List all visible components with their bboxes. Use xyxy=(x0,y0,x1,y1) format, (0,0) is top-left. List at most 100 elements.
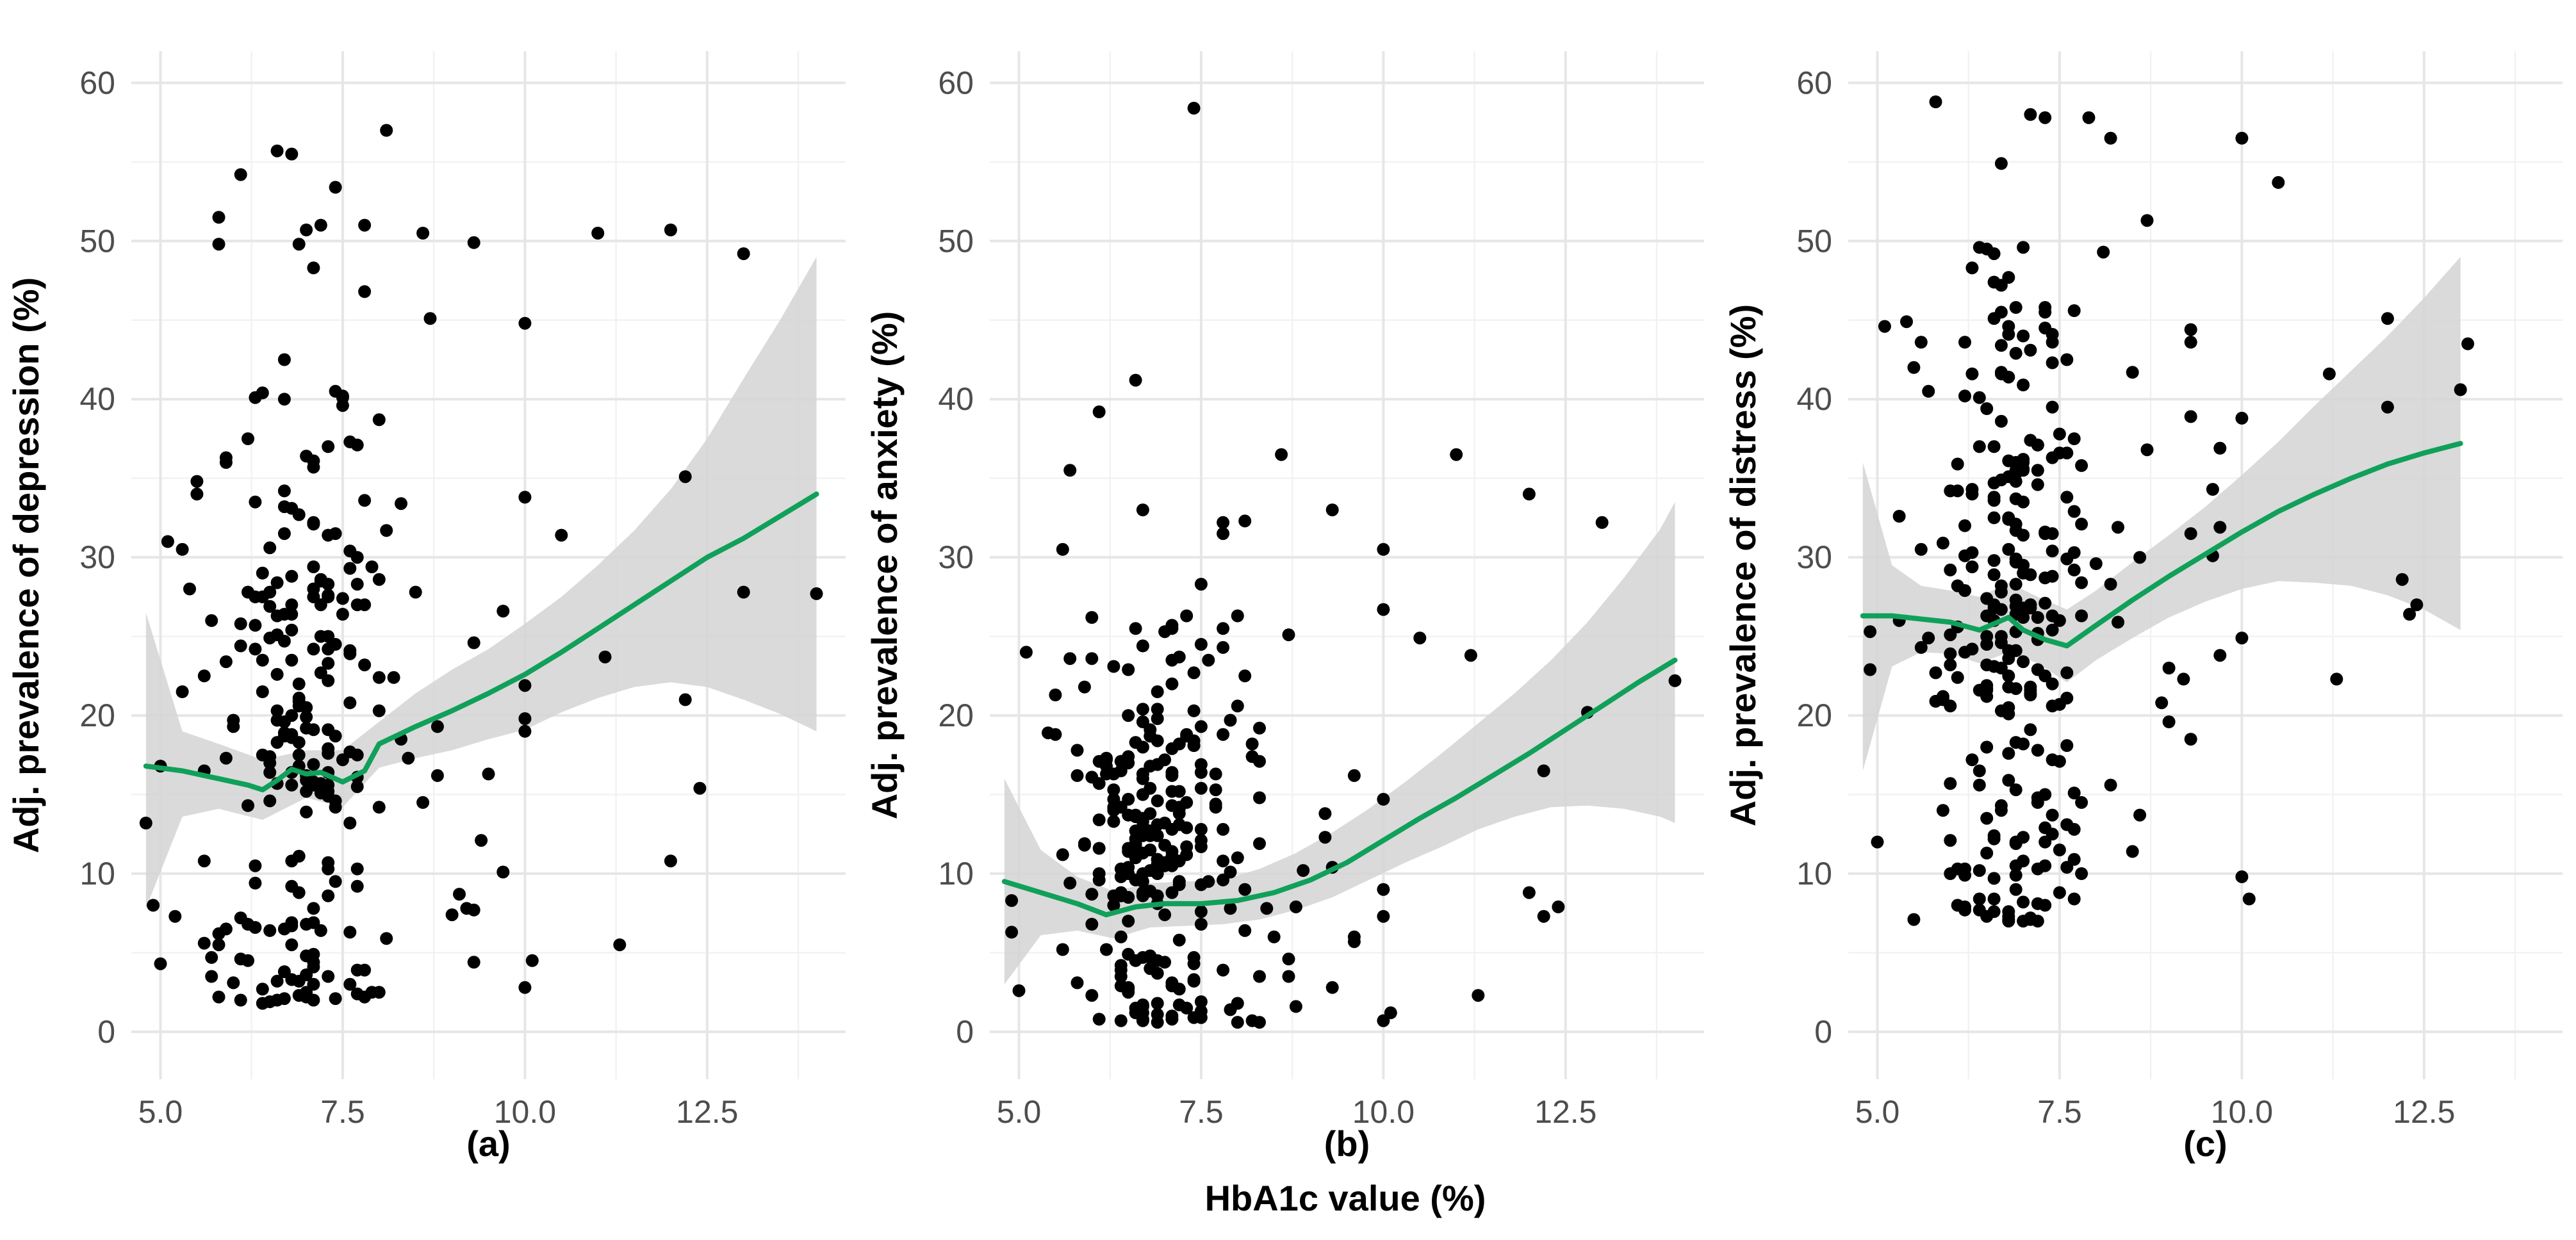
data-point xyxy=(1253,791,1266,804)
data-point xyxy=(2039,596,2052,610)
data-point xyxy=(2322,367,2336,380)
data-point xyxy=(1238,883,1252,896)
data-point xyxy=(1377,603,1390,616)
data-point xyxy=(300,710,313,724)
data-point xyxy=(1187,1011,1201,1024)
data-point xyxy=(2242,892,2256,906)
data-point xyxy=(380,124,393,137)
data-point xyxy=(1122,756,1135,770)
data-point xyxy=(1936,690,1949,703)
data-point xyxy=(1878,320,1891,333)
data-point xyxy=(1107,899,1120,912)
y-tick-label: 10 xyxy=(79,856,115,892)
data-point xyxy=(1092,1013,1106,1026)
data-point xyxy=(1042,726,1054,740)
data-point xyxy=(2133,551,2147,564)
data-point xyxy=(1049,689,1062,701)
data-point xyxy=(1922,384,1935,398)
data-point xyxy=(1871,835,1884,849)
data-point xyxy=(1005,926,1019,939)
data-point xyxy=(329,794,342,808)
panel-label-b: (b) xyxy=(1324,1123,1370,1164)
data-point xyxy=(300,721,313,735)
data-point xyxy=(2082,111,2096,124)
data-point xyxy=(1136,772,1149,785)
data-point xyxy=(1595,516,1609,529)
data-point xyxy=(1537,910,1550,923)
data-point xyxy=(1019,646,1033,659)
data-point xyxy=(350,963,364,977)
data-point xyxy=(1994,804,2008,817)
data-point xyxy=(350,578,364,591)
data-point xyxy=(2046,400,2059,414)
data-point xyxy=(2067,505,2081,518)
data-point xyxy=(445,908,459,922)
data-point xyxy=(1151,852,1164,866)
data-point xyxy=(2046,808,2059,822)
data-point xyxy=(1194,720,1208,733)
data-point xyxy=(343,926,357,939)
data-point xyxy=(1318,831,1332,844)
data-point xyxy=(1107,815,1120,828)
data-point xyxy=(2031,438,2044,452)
data-point xyxy=(1085,918,1099,931)
data-point xyxy=(1100,753,1113,767)
data-point xyxy=(277,484,291,498)
data-point xyxy=(1172,650,1186,664)
data-point xyxy=(256,983,269,996)
data-point xyxy=(154,957,167,970)
data-point xyxy=(329,730,342,743)
data-point xyxy=(227,714,240,727)
data-point xyxy=(2039,899,2052,912)
data-point xyxy=(212,990,226,1004)
data-point xyxy=(1180,609,1194,623)
data-point xyxy=(322,742,335,755)
data-point xyxy=(285,938,299,952)
data-point xyxy=(1151,712,1164,725)
data-point xyxy=(1973,778,1986,792)
data-point xyxy=(1325,981,1339,994)
data-point xyxy=(591,227,605,240)
data-point xyxy=(285,916,299,929)
data-point xyxy=(307,516,320,529)
data-point xyxy=(2177,673,2190,686)
data-point xyxy=(1085,989,1099,1002)
data-point xyxy=(2009,301,2022,314)
data-point xyxy=(350,551,364,564)
data-point xyxy=(423,312,437,325)
data-point xyxy=(2046,356,2059,370)
data-point xyxy=(1114,930,1128,943)
data-point xyxy=(1165,845,1179,858)
data-point xyxy=(285,623,299,637)
data-point xyxy=(1194,578,1208,591)
data-point xyxy=(1085,888,1099,901)
data-point xyxy=(227,976,240,990)
data-point xyxy=(2031,663,2044,676)
data-point xyxy=(1965,483,1979,496)
data-point xyxy=(307,461,320,474)
data-point xyxy=(1129,622,1142,635)
data-point xyxy=(1085,771,1099,784)
data-point xyxy=(270,974,284,988)
data-point xyxy=(518,724,532,738)
data-point xyxy=(1151,703,1164,716)
data-point xyxy=(2060,691,2074,705)
data-point xyxy=(1944,834,1957,847)
data-point xyxy=(270,144,284,158)
data-point xyxy=(249,495,262,509)
y-tick-label: 40 xyxy=(79,381,115,417)
data-point xyxy=(2009,347,2022,360)
data-point xyxy=(249,619,262,632)
data-point xyxy=(1063,876,1077,890)
data-point xyxy=(1944,484,1957,498)
data-point xyxy=(1005,894,1019,907)
data-point xyxy=(2009,644,2022,657)
data-point xyxy=(1217,527,1230,541)
data-point xyxy=(1238,924,1252,937)
data-point xyxy=(1936,804,1949,817)
data-point xyxy=(1158,956,1172,969)
data-point xyxy=(314,598,327,612)
data-point xyxy=(1987,872,2001,885)
data-point xyxy=(358,285,372,298)
data-point xyxy=(329,992,342,1006)
